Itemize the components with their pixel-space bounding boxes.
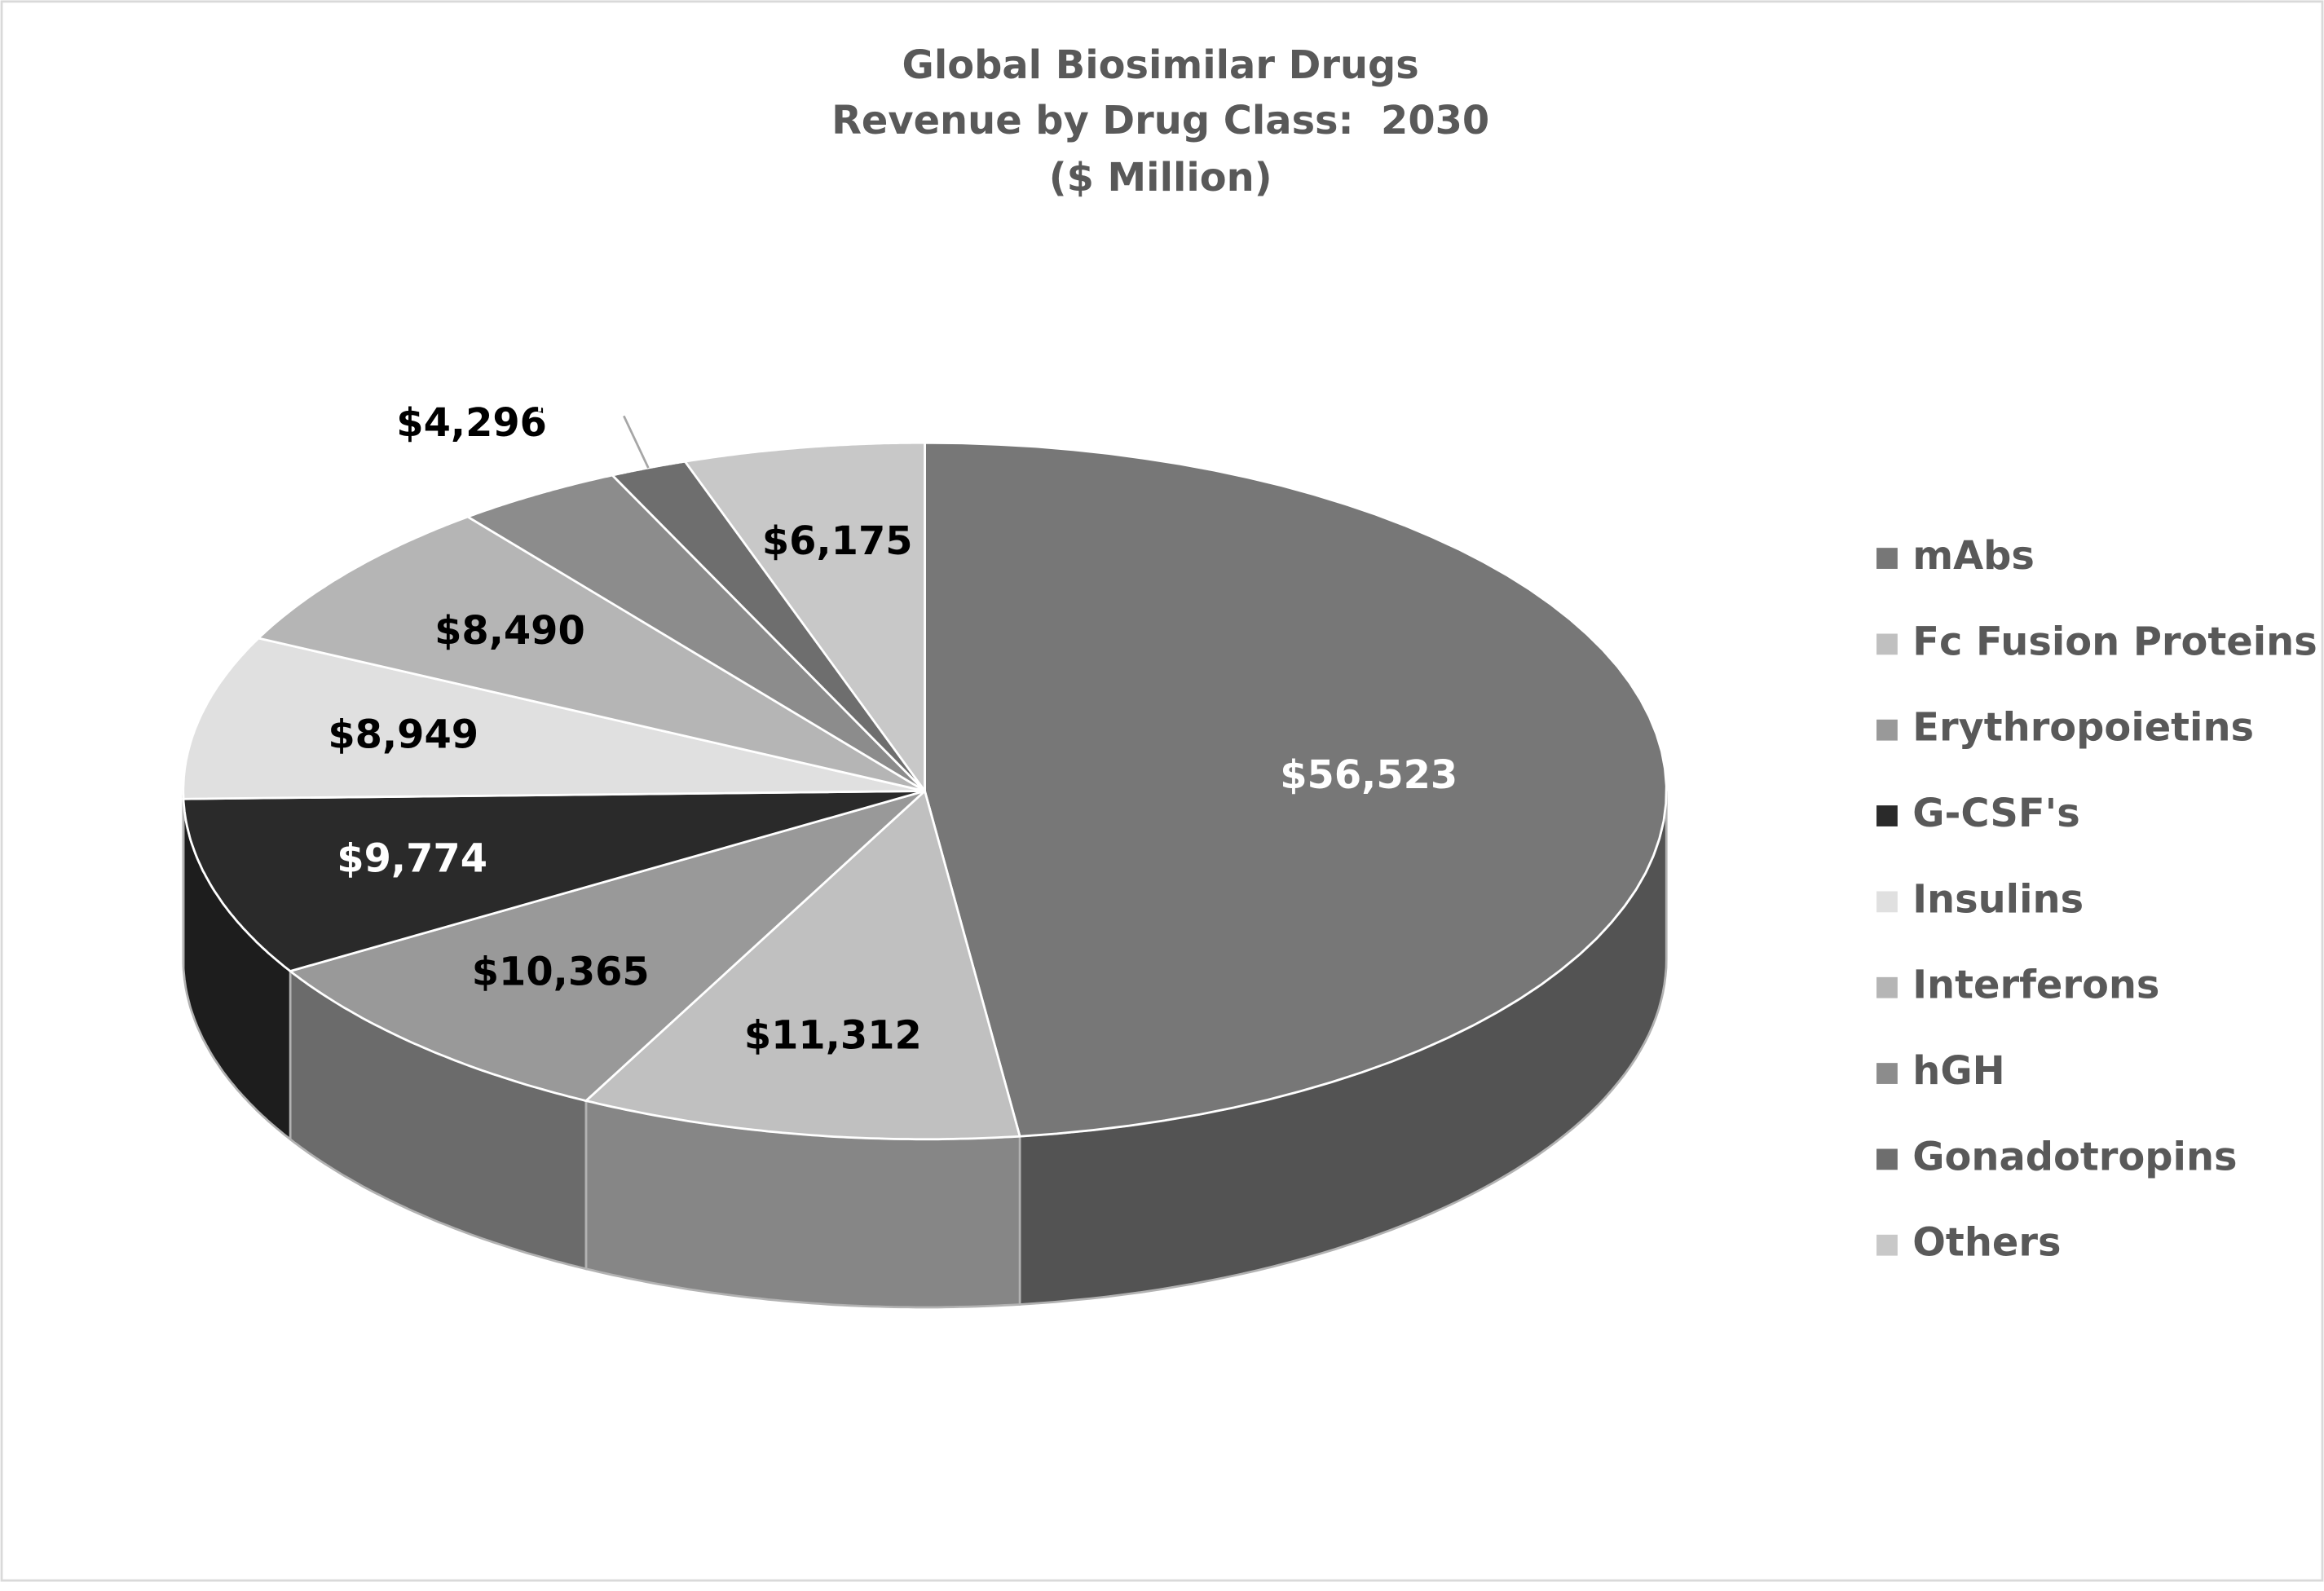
slice [584,788,1021,1141]
slice [256,515,926,792]
legend-label: Others [1912,1221,2061,1266]
legend-label: Insulins [1912,877,2084,922]
slice [288,790,926,1103]
value-label: $1,986 [526,371,677,416]
value-label: $4,296 [396,401,547,446]
chart-title: ($ Million) [1049,156,1272,201]
legend-swatch [1876,891,1898,913]
value-label: $56,523 [1280,753,1457,798]
legend-label: Erythropoietins [1912,706,2254,751]
legend-label: hGH [1912,1049,2004,1094]
legend-swatch [1876,976,1898,998]
legend-swatch [1876,719,1898,741]
legend-swatch [1876,1148,1898,1170]
legend-swatch [1876,1234,1898,1256]
legend-label: Interferons [1912,963,2159,1008]
chart-title: Global Biosimilar Drugs [902,43,1419,88]
legend-label: G-CSF's [1912,791,2079,836]
slice [683,441,926,795]
value-label: $11,312 [744,1013,922,1058]
value-label: $9,774 [337,836,487,881]
leader-line [623,415,650,469]
slice [182,637,925,800]
legend-swatch [1876,805,1898,826]
legend-label: mAbs [1912,534,2035,579]
slice [182,790,925,972]
slice [465,474,926,792]
value-label: $8,490 [434,609,585,654]
legend-swatch [1876,548,1898,569]
value-label: $10,365 [472,950,650,994]
value-label: $8,949 [328,713,478,758]
chart-title: Revenue by Drug Class: 2030 [831,99,1489,143]
value-label: $6,175 [762,519,913,564]
legend-label: Fc Fusion Proteins [1912,619,2317,664]
legend-swatch [1876,1063,1898,1084]
slice [924,441,1668,1138]
legend-swatch [1876,633,1898,655]
legend-label: Gonadotropins [1912,1135,2237,1179]
